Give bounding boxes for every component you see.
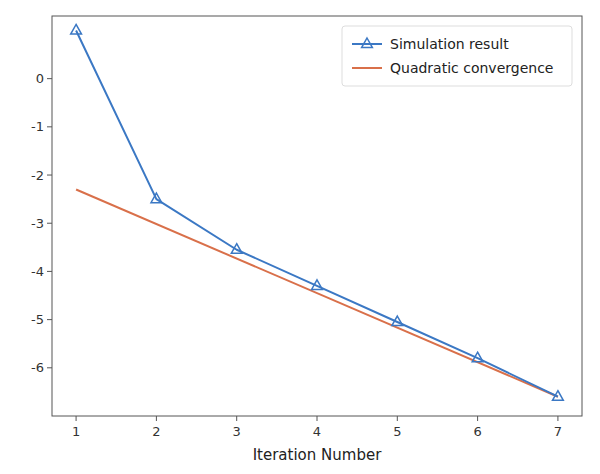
data-point (71, 24, 82, 34)
y-tick-label: -1 (31, 119, 44, 134)
chart: 1 2 3 4 5 6 7 0 -1 -2 -3 -4 -5 -6 Iteration Number Simu… (0, 0, 600, 474)
plot-frame (52, 16, 582, 416)
y-tick (47, 223, 52, 224)
y-tick-label: 0 (36, 71, 44, 86)
y-tick (47, 367, 52, 368)
data-point (472, 352, 483, 362)
x-tick (76, 416, 77, 421)
y-tick (47, 319, 52, 320)
x-tick (156, 416, 157, 421)
x-tick-label: 6 (473, 424, 481, 439)
y-tick-label: -5 (31, 312, 44, 327)
legend-box (342, 26, 572, 86)
x-axis: 1 2 3 4 5 6 7 (72, 416, 562, 439)
y-tick (47, 271, 52, 272)
y-tick-label: -6 (31, 360, 44, 375)
data-point (392, 316, 403, 326)
legend-label: Quadratic convergence (390, 60, 553, 76)
x-tick (397, 416, 398, 421)
x-tick-label: 2 (152, 424, 160, 439)
y-tick-label: -2 (31, 168, 44, 183)
data-point (151, 193, 162, 203)
legend-swatch (352, 43, 382, 45)
data-point (231, 244, 242, 254)
x-tick (236, 416, 237, 421)
y-tick (47, 175, 52, 176)
x-tick (317, 416, 318, 421)
x-tick-label: 3 (233, 424, 241, 439)
x-tick (557, 416, 558, 421)
series-line (76, 189, 558, 396)
data-point (553, 391, 564, 401)
x-axis-label: Iteration Number (253, 446, 382, 464)
legend: Simulation result Quadratic convergence (342, 26, 572, 86)
data-point (312, 280, 323, 290)
x-tick-label: 1 (72, 424, 80, 439)
legend-marker (362, 38, 373, 48)
y-axis: 0 -1 -2 -3 -4 -5 -6 (31, 71, 52, 375)
legend-swatch (352, 67, 382, 69)
x-tick-label: 7 (554, 424, 562, 439)
y-tick (47, 78, 52, 79)
x-tick-label: 5 (393, 424, 401, 439)
y-tick-label: -3 (31, 216, 44, 231)
y-tick-label: -4 (31, 264, 44, 279)
y-tick (47, 126, 52, 127)
legend-label: Simulation result (390, 36, 509, 52)
x-tick-label: 4 (313, 424, 321, 439)
x-tick (477, 416, 478, 421)
